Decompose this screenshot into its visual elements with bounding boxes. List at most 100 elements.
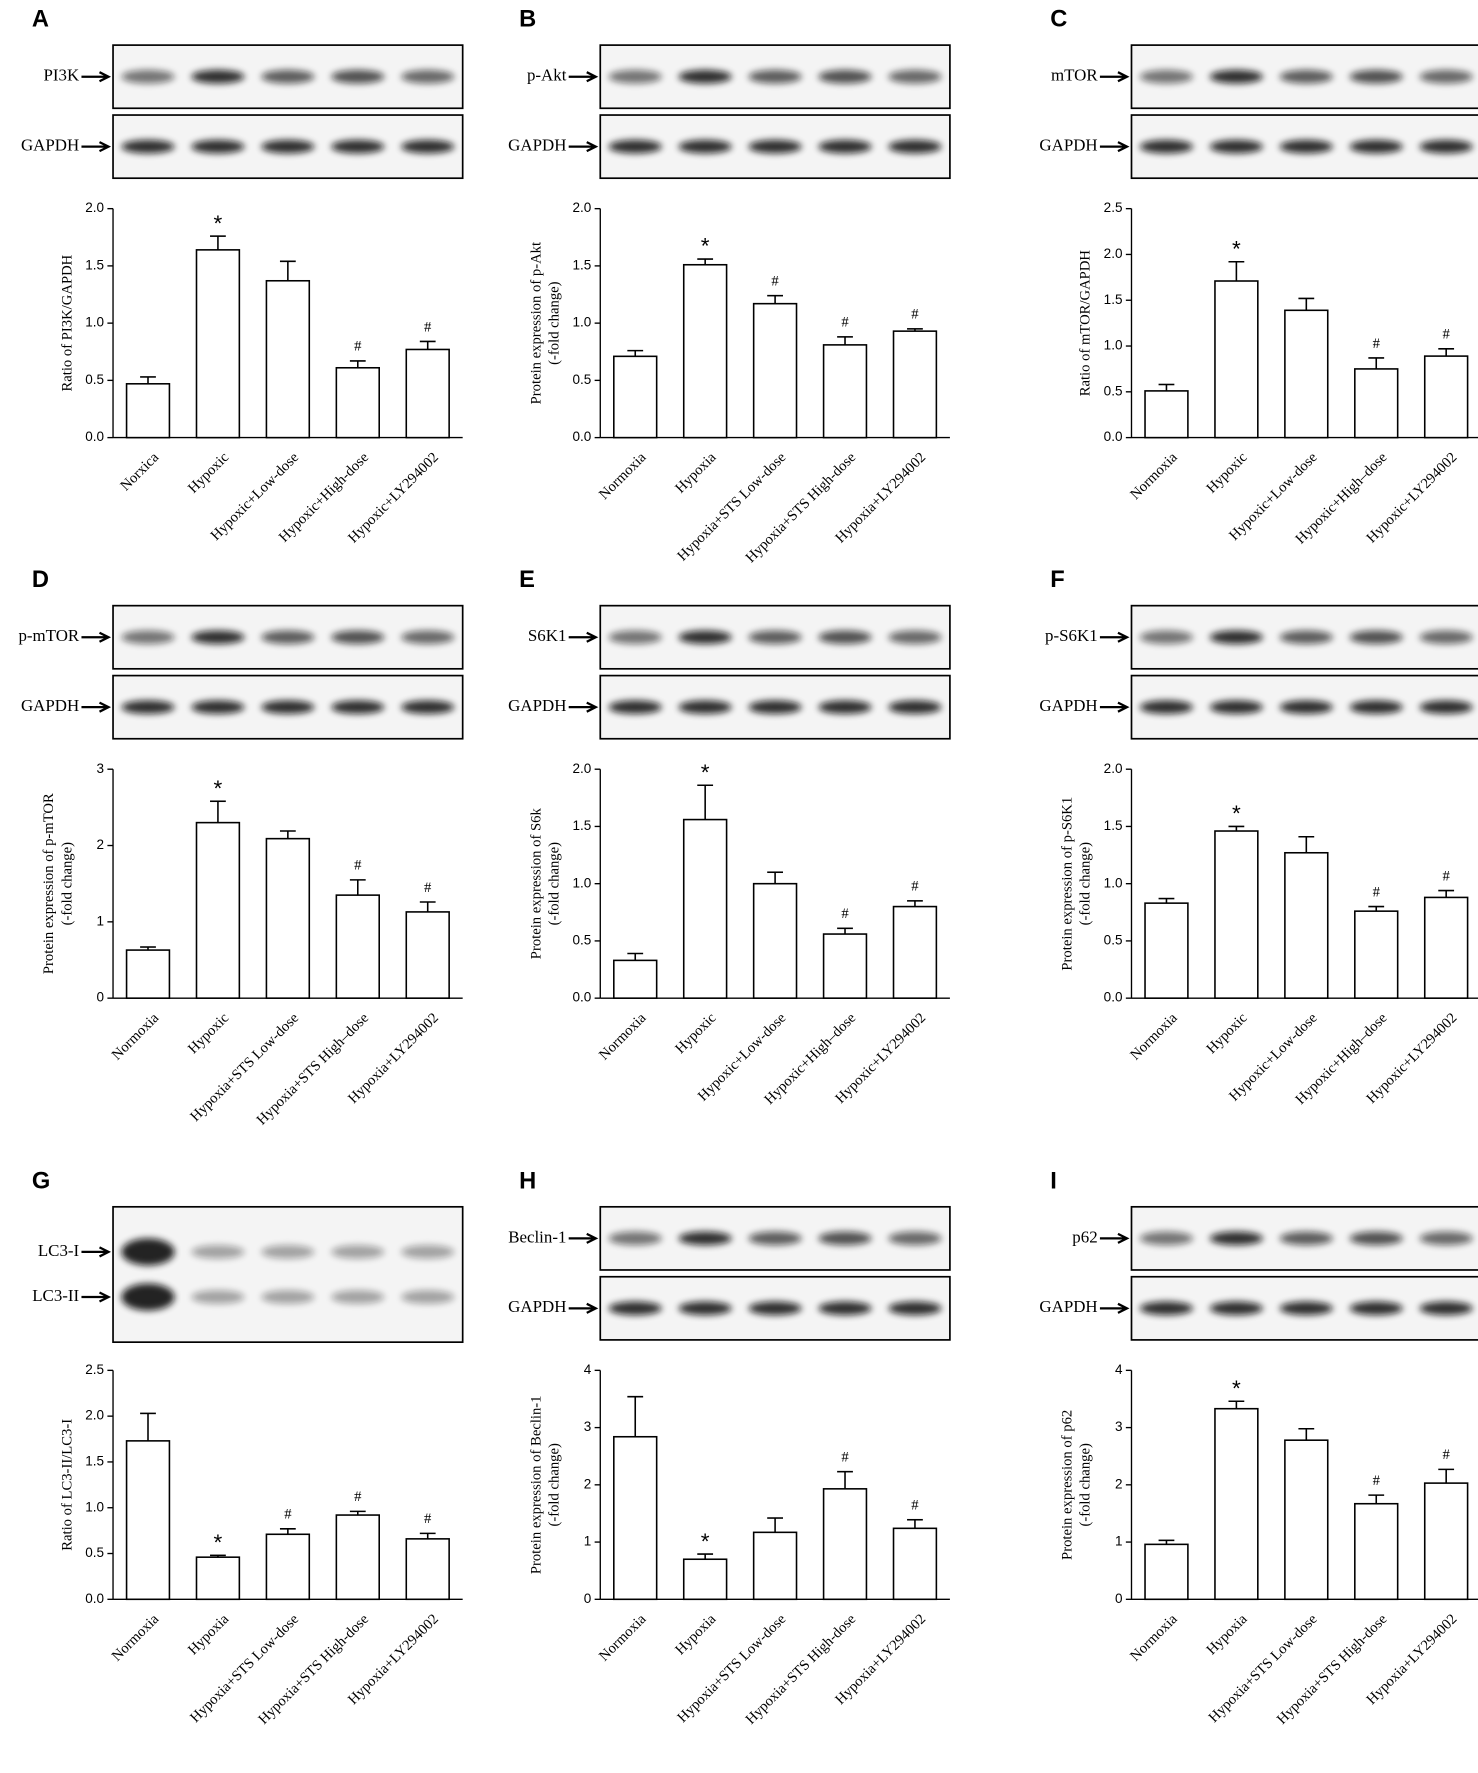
- bar: [892, 1527, 938, 1601]
- x-tick-label: Hypoxia: [672, 1611, 719, 1658]
- x-tick-label: Hypoxic: [1204, 449, 1251, 496]
- y-axis-label: (-fold change): [547, 1443, 563, 1527]
- blot-band: [1209, 1301, 1263, 1316]
- blot-band: [1419, 700, 1473, 714]
- blot-band: [888, 630, 942, 645]
- bar: [1144, 902, 1189, 999]
- y-axis-label: (-fold change): [59, 842, 75, 926]
- blot-arrow: [1099, 631, 1130, 643]
- blot-label: PI3K: [43, 66, 79, 85]
- blot-label: GAPDH: [508, 1297, 566, 1316]
- blot-arrow: [568, 1302, 599, 1314]
- y-tick-label: 2.0: [1104, 761, 1123, 776]
- blot-band: [608, 630, 662, 645]
- significance-mark: *: [701, 760, 710, 785]
- significance-mark: #: [1373, 1473, 1381, 1489]
- blot-band: [1419, 139, 1473, 154]
- blot-band: [1209, 630, 1263, 645]
- blot-band: [748, 69, 802, 84]
- y-tick-label: 1.5: [1104, 818, 1123, 833]
- bar: [822, 1488, 868, 1601]
- blot-band: [121, 700, 175, 714]
- significance-mark: *: [214, 776, 223, 801]
- y-tick-label: 1.0: [572, 315, 591, 330]
- y-axis-label: Protein expression of p-mTOR: [41, 793, 57, 974]
- y-tick-label: 0.5: [85, 1545, 104, 1560]
- blot-label: Beclin-1: [508, 1227, 566, 1246]
- blot-band: [1139, 139, 1194, 154]
- y-tick-label: 0.5: [85, 372, 104, 387]
- y-tick-label: 0.0: [85, 429, 104, 444]
- blot-band: [818, 69, 872, 84]
- blot-arrow: [81, 71, 112, 83]
- bar: [1423, 896, 1469, 999]
- significance-mark: #: [841, 1449, 849, 1465]
- bar: [682, 818, 728, 999]
- bar: [1214, 830, 1259, 999]
- blot-band: [401, 1245, 455, 1259]
- y-axis-label: Ratio of PI3K/GAPDH: [59, 254, 75, 391]
- bar: [1354, 910, 1399, 999]
- significance-mark: #: [911, 879, 919, 895]
- blot-band: [191, 139, 245, 154]
- blot-band: [608, 69, 662, 84]
- blot-label: p-S6K1: [1045, 626, 1098, 645]
- x-tick-label: Normoxia: [1127, 1010, 1181, 1064]
- bar: [405, 348, 450, 439]
- blot-band: [1349, 1301, 1403, 1316]
- y-tick-label: 3: [96, 761, 104, 776]
- y-tick-label: 3: [584, 1419, 592, 1434]
- y-tick-label: 0.5: [572, 932, 591, 947]
- x-tick-label: Normoxia: [1127, 1611, 1181, 1665]
- blot-band: [261, 1290, 315, 1304]
- x-tick-label: Normoxia: [109, 1611, 163, 1665]
- panel: E S6K1 GAPDH 0.0 0.5 1.0 1.5 2.0 Protein express…: [508, 567, 951, 1108]
- blot-label: mTOR: [1051, 66, 1098, 85]
- blot-band: [261, 69, 315, 84]
- blot-band: [331, 69, 385, 84]
- y-tick-label: 0.5: [1104, 932, 1123, 947]
- y-tick-label: 2.0: [572, 200, 591, 215]
- significance-mark: *: [701, 234, 710, 259]
- significance-mark: #: [354, 858, 362, 874]
- blot-arrow: [81, 141, 112, 153]
- bar: [125, 383, 171, 439]
- blot-arrow: [81, 1246, 112, 1258]
- y-tick-label: 0.0: [1104, 990, 1123, 1005]
- y-axis-label: Ratio of mTOR/GAPDH: [1078, 250, 1094, 397]
- blot-strip: [112, 1205, 464, 1344]
- significance-mark: #: [424, 880, 432, 896]
- blot-arrow: [568, 631, 599, 643]
- blot-band: [1279, 69, 1333, 84]
- bar: [195, 1556, 241, 1601]
- blot-band: [191, 700, 245, 714]
- blot-band: [1209, 1231, 1263, 1246]
- blot-band: [1209, 700, 1263, 714]
- y-tick-label: 1.0: [572, 875, 591, 890]
- y-tick-label: 2: [584, 1476, 592, 1491]
- significance-mark: *: [214, 1530, 223, 1555]
- blot-band: [1279, 139, 1333, 154]
- blot-band: [678, 700, 732, 714]
- blot-arrow: [1099, 701, 1130, 713]
- significance-mark: *: [214, 211, 223, 236]
- blot-band: [331, 630, 385, 645]
- y-tick-label: 2.0: [1104, 246, 1123, 261]
- blot-label: GAPDH: [1039, 1297, 1097, 1316]
- bar: [195, 821, 241, 999]
- bar: [405, 911, 450, 999]
- blot-band: [1279, 630, 1333, 645]
- blot-band: [1419, 1231, 1473, 1246]
- blot-band: [401, 1290, 455, 1304]
- blot-band: [888, 1301, 942, 1316]
- panel: Fp-S6K1 GAPDH 0.0 0.5 1.0 1.5 2.0 Protein expre…: [1039, 567, 1478, 1108]
- y-tick-label: 0.0: [1104, 429, 1123, 444]
- blot-band: [331, 139, 385, 154]
- significance-mark: #: [424, 319, 432, 335]
- blot-band: [678, 630, 732, 645]
- blot-band: [1349, 700, 1403, 714]
- x-tick-label: Normoxia: [596, 449, 650, 503]
- blot-band: [261, 1245, 315, 1259]
